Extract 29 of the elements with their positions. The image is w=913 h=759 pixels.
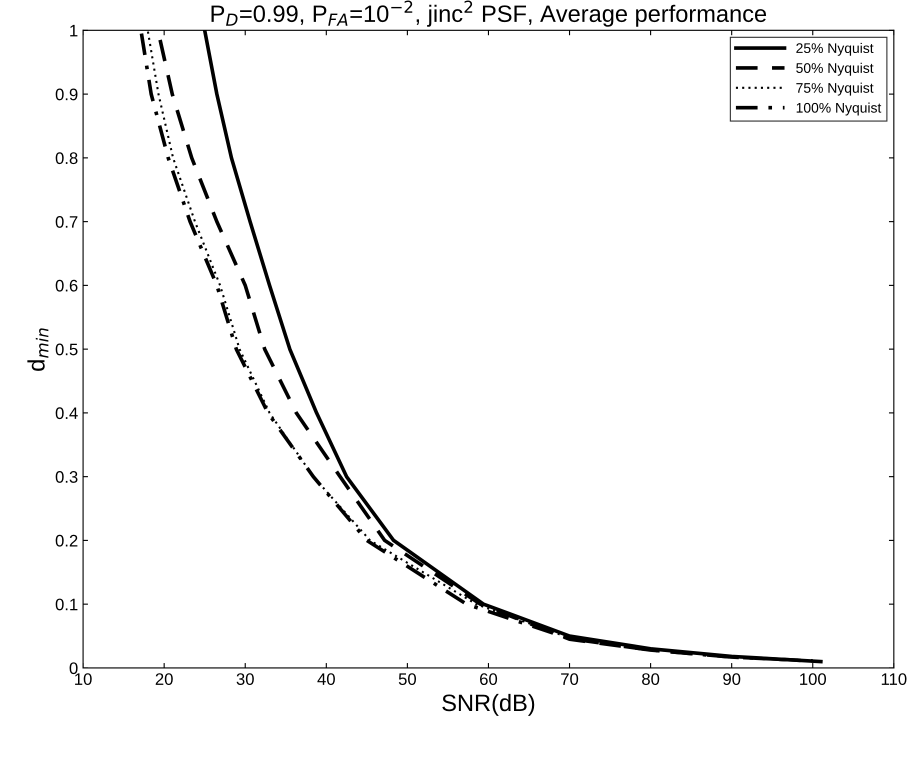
x-tick-label: 40: [317, 673, 335, 686]
x-tick-label: 50: [398, 673, 416, 686]
x-tick-label: 60: [480, 673, 498, 686]
x-tick-label: 110: [882, 673, 906, 686]
x-axis-title: SNR(dB): [442, 694, 534, 716]
legend-label: 50% Nyquist: [796, 62, 874, 76]
x-tick-label: 20: [156, 673, 173, 686]
x-tick-label: 30: [236, 673, 254, 686]
x-tick-label: 70: [561, 673, 578, 686]
y-tick-label: 0.2: [56, 534, 78, 547]
y-tick-label: 0.6: [56, 280, 78, 292]
y-tick-label: 1: [70, 24, 78, 36]
y-tick-label: 0.9: [56, 88, 78, 100]
y-tick-label: 0.1: [56, 598, 78, 610]
y-axis-title: d$_{min}$: [27, 328, 48, 371]
x-tick-label: 10: [75, 673, 92, 686]
x-tick-label: 80: [642, 673, 660, 686]
x-tick-label: 90: [723, 673, 740, 686]
y-tick-label: 0.3: [56, 471, 78, 483]
legend-label: 25% Nyquist: [796, 42, 874, 56]
y-tick-label: 0.5: [56, 344, 78, 356]
y-tick-label: 0.7: [56, 216, 78, 228]
y-tick-label: 0.8: [56, 152, 78, 164]
y-tick-label: 0: [70, 662, 78, 674]
y-tick-label: 0.4: [56, 407, 78, 420]
x-tick-label: 100: [800, 673, 826, 686]
legend-label: 75% Nyquist: [796, 82, 874, 96]
chart-title: P$_{D}$=0.99, P$_{FA}$=10$^{−2}$, jinc$^{2}$ PSF, Average performance: [212, 0, 766, 27]
legend-label: 100% Nyquist: [796, 102, 882, 116]
